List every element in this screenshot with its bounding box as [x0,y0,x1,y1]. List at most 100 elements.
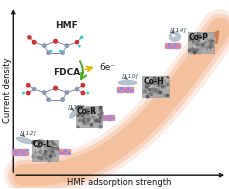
Point [208,44,211,47]
Point [145,84,149,87]
Bar [167,46,170,48]
Point [152,77,155,80]
Point [199,39,203,42]
Point [209,40,213,43]
Bar [15,150,18,152]
Point [143,75,147,78]
Point [193,39,196,42]
Point [154,84,158,87]
Point [89,123,92,126]
Point [155,85,159,88]
Point [84,112,88,115]
Point [97,106,101,109]
Point [197,46,201,49]
Point [190,43,194,46]
Point [37,153,41,156]
Point [192,40,196,43]
Point [155,88,159,91]
Point [190,39,194,42]
Point [32,88,36,91]
Bar [117,88,120,89]
Bar [104,118,107,120]
Point [208,40,212,43]
Bar [111,118,113,120]
Point [195,43,198,46]
Point [77,119,81,122]
Bar [111,116,113,118]
Point [153,84,157,87]
Text: HMF: HMF [55,21,78,30]
Point [82,106,86,109]
Point [197,35,201,38]
Bar [66,149,69,151]
Point [94,118,97,121]
Point [164,75,168,78]
Point [81,119,85,122]
Point [45,140,49,143]
Text: Co-P: Co-P [188,33,208,42]
Point [54,142,57,145]
Point [98,110,102,113]
Bar [107,116,110,118]
Bar [15,154,18,155]
Point [39,156,42,159]
Point [33,146,37,149]
Point [201,45,205,48]
Point [150,89,154,92]
Bar [101,116,104,118]
Point [147,91,150,94]
Point [199,44,202,47]
Point [81,112,85,115]
Point [45,150,49,153]
Point [191,34,195,37]
Bar [164,45,167,46]
Bar [173,45,176,46]
Bar [54,151,57,153]
Point [26,91,30,94]
Point [41,153,45,156]
Point [44,157,47,160]
Point [44,150,47,153]
Bar [60,149,63,151]
Point [155,84,159,87]
Point [65,44,68,47]
Point [96,112,100,115]
Point [98,106,101,109]
Point [81,91,85,94]
Point [51,146,55,149]
Point [190,45,194,48]
Bar [15,152,18,153]
Point [143,85,147,88]
Point [209,44,213,47]
Point [36,145,40,148]
Text: FDCA: FDCA [53,68,80,77]
Point [143,84,147,87]
Point [171,34,174,37]
Bar [12,152,15,153]
Point [50,149,54,152]
Point [194,35,198,38]
Bar [25,152,28,153]
Point [152,90,155,93]
Bar [22,150,25,152]
Point [36,147,39,150]
Point [54,87,57,90]
Point [76,124,79,127]
Ellipse shape [16,137,33,144]
Point [37,139,41,142]
Point [199,43,203,46]
Point [202,40,205,43]
Point [98,124,101,127]
Point [75,112,79,115]
Point [90,112,94,115]
Bar [126,91,129,92]
Point [151,83,155,86]
Text: [112]: [112] [19,130,36,136]
Point [92,109,95,112]
Point [196,42,199,45]
Bar [173,43,176,44]
Point [149,92,153,95]
Bar [19,154,21,155]
Point [77,121,81,124]
Bar [60,153,63,154]
